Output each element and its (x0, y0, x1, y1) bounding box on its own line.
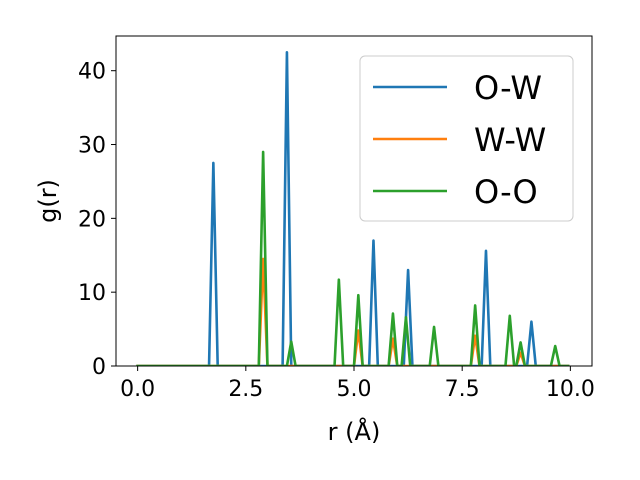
x-tick-label: 2.5 (228, 377, 263, 402)
x-tick-label: 7.5 (445, 377, 480, 402)
y-tick-label: 40 (78, 60, 106, 85)
legend-frame (359, 55, 574, 222)
y-axis-ticks: 0 10 20 30 40 (78, 60, 116, 380)
x-axis-ticks: 0.0 2.5 5.0 7.5 10.0 (120, 366, 595, 402)
legend: O-W W-W O-O (359, 55, 574, 222)
legend-label-o-w: O-W (474, 69, 542, 107)
y-tick-label: 10 (78, 281, 106, 306)
y-tick-label: 0 (92, 355, 106, 380)
y-axis-label: g(r) (34, 179, 62, 223)
legend-label-w-w: W-W (474, 121, 546, 159)
legend-label-o-o: O-O (474, 173, 538, 211)
series-layer (136, 50, 570, 366)
y-tick-label: 20 (78, 207, 106, 232)
series-line-w-w (136, 257, 570, 366)
x-axis-label: r (Å) (328, 417, 381, 446)
x-tick-label: 0.0 (120, 377, 155, 402)
y-tick-label: 30 (78, 134, 106, 159)
x-tick-label: 5.0 (337, 377, 372, 402)
series-line-o-o (136, 150, 570, 366)
x-tick-label: 10.0 (546, 377, 595, 402)
